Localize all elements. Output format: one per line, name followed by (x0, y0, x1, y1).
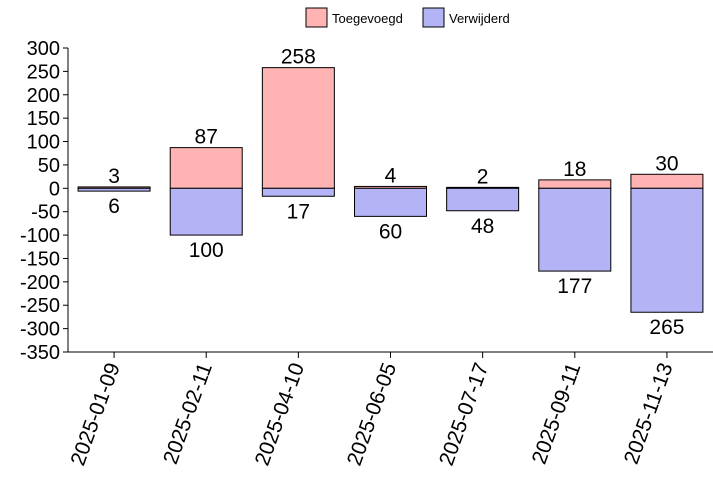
x-tick-label: 2025-01-09 (66, 360, 124, 469)
data-label: 258 (281, 46, 316, 69)
legend-swatch (423, 8, 444, 27)
data-label: 177 (557, 275, 592, 298)
y-tick-label: 50 (38, 155, 60, 177)
legend-label: Verwijderd (449, 11, 510, 26)
y-tick-label: -100 (20, 225, 60, 247)
legend-item: Verwijderd (423, 8, 510, 27)
data-label: 265 (649, 316, 684, 339)
legend-item: Toegevoegd (306, 8, 403, 27)
x-tick-label: 2025-09-11 (528, 360, 586, 467)
y-tick-label: 0 (49, 178, 60, 200)
y-tick-label: 250 (27, 61, 60, 83)
data-label: 4 (385, 164, 397, 187)
bar-toegevoegd (262, 68, 334, 189)
y-tick-label: 100 (27, 132, 60, 154)
y-tick-label: 150 (27, 108, 60, 130)
bar-verwijderd (539, 188, 611, 271)
bar-verwijderd (170, 188, 242, 235)
y-tick-label: -50 (31, 202, 60, 224)
y-tick-label: 300 (27, 38, 60, 60)
x-tick-label: 2025-02-11 (159, 360, 217, 467)
data-label: 60 (379, 220, 402, 243)
x-tick-label: 2025-04-10 (251, 360, 309, 469)
x-tick-label: 2025-06-05 (343, 360, 401, 469)
y-tick-label: -300 (20, 319, 60, 341)
y-tick-label: -200 (20, 272, 60, 294)
bar-toegevoegd (631, 174, 703, 188)
data-label: 48 (471, 215, 494, 238)
y-tick-label: -150 (20, 248, 60, 270)
x-tick-label: 2025-07-17 (435, 360, 493, 469)
data-label: 6 (108, 195, 120, 218)
bar-toegevoegd (539, 180, 611, 188)
legend-label: Toegevoegd (332, 11, 403, 26)
bar-verwijderd (262, 188, 334, 196)
data-label: 18 (563, 158, 586, 181)
y-tick-label: -350 (20, 342, 60, 364)
data-label: 87 (195, 126, 218, 149)
data-label: 17 (287, 200, 310, 223)
legend: Toegevoegd Verwijderd (306, 8, 510, 27)
data-label: 3 (108, 165, 120, 188)
y-tick-label: 200 (27, 85, 60, 107)
x-tick-label: 2025-11-13 (620, 360, 678, 467)
bar-toegevoegd (170, 148, 242, 189)
bar-verwijderd (355, 188, 427, 216)
data-label: 2 (477, 165, 489, 188)
legend-swatch (306, 8, 327, 27)
bar-verwijderd (631, 188, 703, 312)
y-tick-label: -250 (20, 295, 60, 317)
bar-verwijderd (78, 188, 150, 191)
data-label: 30 (655, 152, 678, 175)
data-label: 100 (189, 239, 224, 262)
bar-verwijderd (447, 188, 519, 210)
